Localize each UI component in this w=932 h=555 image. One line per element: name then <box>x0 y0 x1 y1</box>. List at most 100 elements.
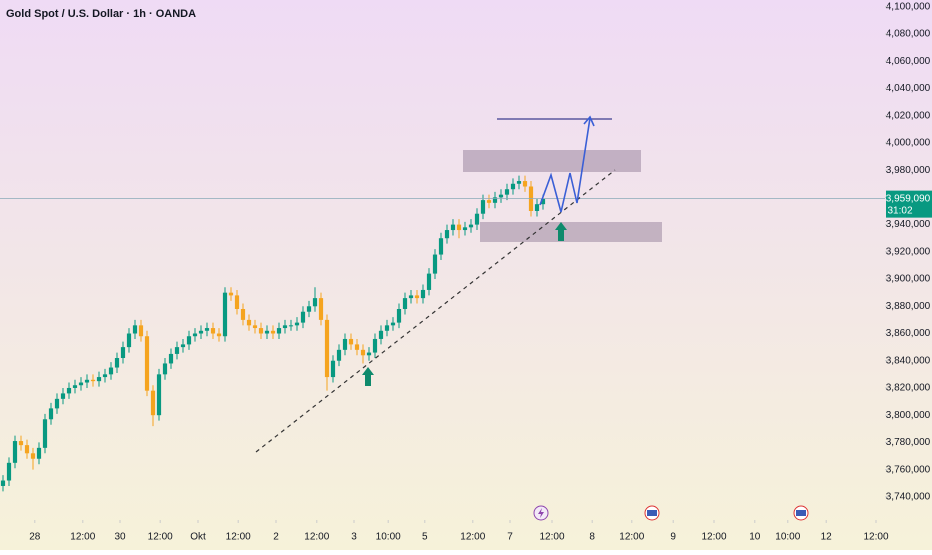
candle-body <box>450 224 456 231</box>
candle-body <box>420 289 426 299</box>
x-tick-label: 12:00 <box>304 532 329 543</box>
x-tick-label: 8 <box>589 532 595 543</box>
candle-body <box>300 311 306 323</box>
candle-body <box>504 189 510 195</box>
y-tick-label: 4,100,000 <box>886 1 931 12</box>
candle-body <box>102 374 108 378</box>
candle-body <box>66 387 72 394</box>
candle-body <box>294 322 300 326</box>
y-tick-label: 3,920,000 <box>886 246 931 257</box>
candle-body <box>348 338 354 345</box>
candle-body <box>36 447 42 459</box>
candle-body <box>144 336 150 391</box>
x-tick-label: 10:00 <box>775 532 800 543</box>
x-tick-label: 5 <box>422 532 428 543</box>
candle-body <box>240 309 246 320</box>
candle-body <box>216 333 222 337</box>
candle-body <box>192 333 198 337</box>
candle-body <box>120 347 126 359</box>
candle-body <box>198 330 204 334</box>
candle-body <box>186 336 192 345</box>
x-tick-label: 2 <box>273 532 279 543</box>
candle-body <box>258 328 264 334</box>
up-arrow <box>362 367 374 386</box>
candle-body <box>12 441 18 463</box>
candle-body <box>270 330 276 334</box>
y-tick-label: 3,880,000 <box>886 301 931 312</box>
x-tick-label: 12:00 <box>70 532 95 543</box>
candle-body <box>372 338 378 353</box>
candle-body <box>60 393 66 399</box>
candle-body <box>438 238 444 255</box>
candle-body <box>78 382 84 386</box>
countdown-label: 31:02 <box>887 205 912 216</box>
chart-title: Gold Spot / U.S. Dollar · 1h · OANDA <box>6 8 196 20</box>
flag-glyph <box>647 510 657 516</box>
candle-body <box>354 344 360 350</box>
candle-body <box>222 292 228 337</box>
drawings <box>255 115 809 521</box>
flag-glyph <box>796 510 806 516</box>
candle-body <box>540 198 546 205</box>
x-tick-label: 28 <box>29 532 41 543</box>
event-icon-glyph <box>538 508 544 518</box>
x-tick-label: 30 <box>114 532 126 543</box>
x-tick-label: 12:00 <box>863 532 888 543</box>
candle-body <box>282 325 288 329</box>
candle-body <box>474 213 480 225</box>
candle-body <box>234 295 240 310</box>
candle-body <box>48 408 54 420</box>
x-tick-label: 12:00 <box>148 532 173 543</box>
x-tick-label: 12:00 <box>701 532 726 543</box>
candle-body <box>492 197 498 203</box>
candle-body <box>342 338 348 350</box>
candle-body <box>516 181 522 184</box>
candle-body <box>390 322 396 326</box>
candle-body <box>408 295 414 299</box>
candle-body <box>480 200 486 214</box>
candle-body <box>180 344 186 348</box>
candle-body <box>0 480 6 486</box>
last-price-label: 3,959,090 <box>886 193 931 204</box>
x-tick-label: 10 <box>749 532 761 543</box>
candle-body <box>312 298 318 307</box>
candle-body <box>522 181 528 187</box>
x-tick-label: 12:00 <box>226 532 251 543</box>
candle-body <box>318 298 324 320</box>
y-tick-label: 3,820,000 <box>886 383 931 394</box>
candle-body <box>378 330 384 339</box>
candle-body <box>360 349 366 356</box>
candle-body <box>18 441 24 446</box>
candle-body <box>252 325 258 329</box>
candle-body <box>444 230 450 239</box>
candle-body <box>456 224 462 231</box>
candle-body <box>324 319 330 378</box>
projection-arrowhead <box>583 115 595 127</box>
candle-body <box>54 398 60 409</box>
candle-body <box>336 349 342 361</box>
y-tick-label: 3,980,000 <box>886 165 931 176</box>
y-tick-label: 3,900,000 <box>886 274 931 285</box>
candle-body <box>384 325 390 331</box>
candle-body <box>204 328 210 331</box>
candle-body <box>276 328 282 334</box>
candle-body <box>330 360 336 378</box>
candle-body <box>366 352 372 356</box>
candle-body <box>6 462 12 481</box>
candle-body <box>96 377 102 382</box>
candle-body <box>228 292 234 296</box>
candle-body <box>510 183 516 190</box>
candle-body <box>468 224 474 228</box>
candle-body <box>174 347 180 354</box>
x-tick-label: 12:00 <box>619 532 644 543</box>
y-tick-label: 4,080,000 <box>886 29 931 40</box>
candle-body <box>306 306 312 312</box>
candle-body <box>246 319 252 326</box>
x-tick-label: 12 <box>821 532 833 543</box>
candle-body <box>162 363 168 375</box>
candle-body <box>288 325 294 327</box>
candle-body <box>462 227 468 231</box>
x-tick-label: Okt <box>190 532 206 543</box>
y-tick-label: 3,940,000 <box>886 219 931 230</box>
